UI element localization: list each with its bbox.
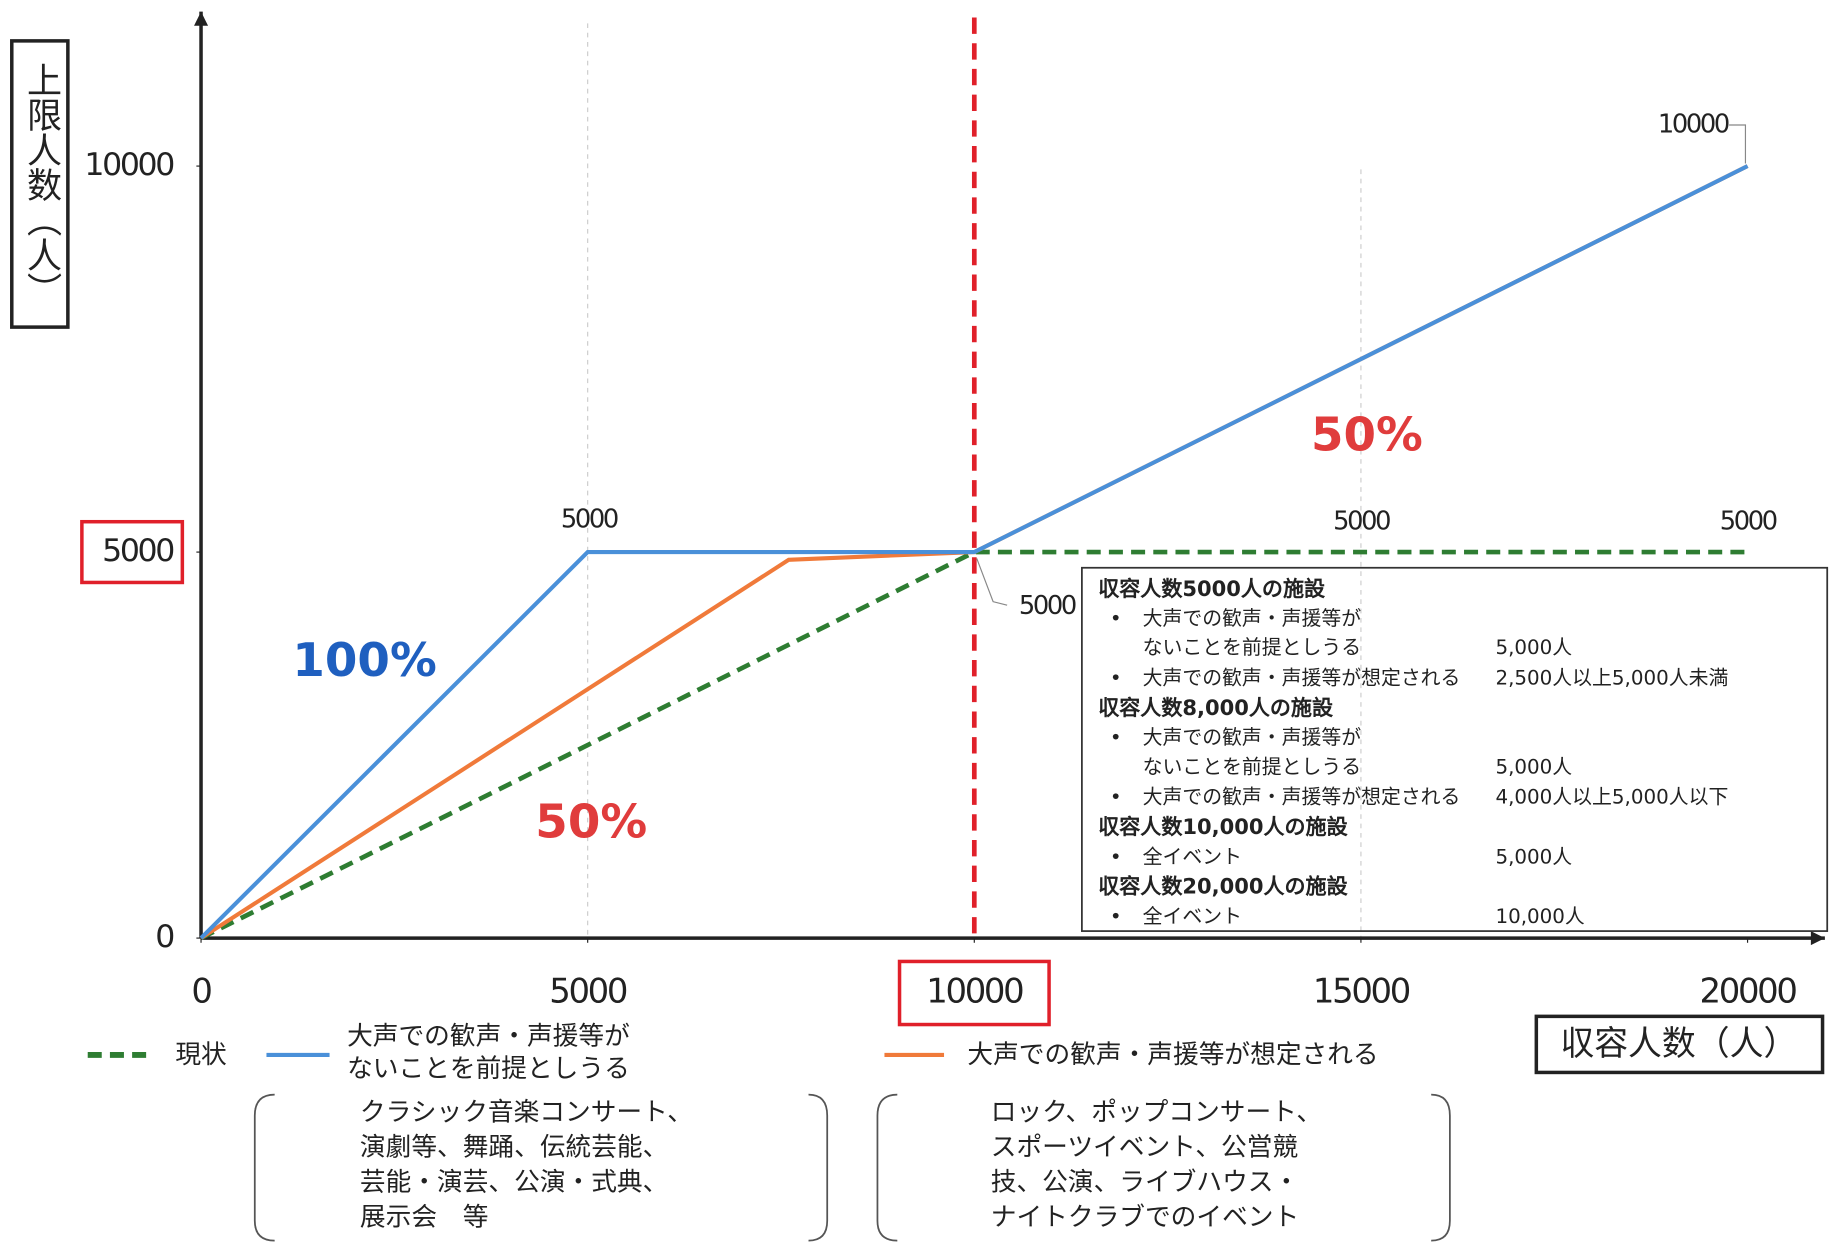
leader-line bbox=[1729, 124, 1747, 164]
info-label-text: 大声での歓声・声援等が bbox=[1142, 606, 1362, 631]
annotation: 5000 bbox=[1720, 507, 1777, 537]
x-title-box bbox=[1534, 1014, 1825, 1075]
legend-label-wrap: 大声での歓声・声援等が想定される bbox=[967, 1040, 1379, 1071]
genre-wrap: クラシック音楽コンサート、演劇等、舞踊、伝統芸能、芸能・演芸、公演・式典、展示会… bbox=[360, 1096, 804, 1236]
info-label-text: 大声での歓声・声援等が想定される bbox=[1142, 785, 1461, 810]
x-axis-arrow bbox=[1810, 931, 1825, 946]
plot: 0 5000 10000 15000 20000 0 5000 10000 5000 5000 50… bbox=[80, 11, 1825, 1085]
info-box: 収容人数5000人の施設 • 大声での歓声・声援等が ないことを前提としうる 5,000… bbox=[1082, 568, 1827, 930]
info-label-line: • 大声での歓声・声援等が bbox=[1110, 724, 1496, 754]
annotation: 50% bbox=[535, 795, 647, 849]
genre-line: 展示会 等 bbox=[359, 1203, 489, 1233]
legend-label-wrap: 大声での歓声・声援等がないことを前提としうる bbox=[347, 1022, 630, 1085]
bullet: • bbox=[1109, 845, 1122, 869]
info-label-line: ないことを前提としうる bbox=[1110, 634, 1496, 664]
y-title-wrap: 上限人数（人） bbox=[19, 61, 61, 307]
bullet: • bbox=[1109, 606, 1122, 631]
tick-highlight bbox=[80, 519, 185, 585]
info-value: 10,000人 bbox=[1495, 904, 1585, 929]
y-tick-label: 10000 bbox=[84, 147, 173, 183]
y-axis-title: 上限人数（人） bbox=[19, 61, 61, 307]
y-tick-label: 5000 bbox=[102, 533, 173, 569]
annotation: 5000 bbox=[1333, 507, 1390, 537]
y-title-box bbox=[10, 39, 70, 329]
genre-line: ナイトクラブでのイベント bbox=[990, 1203, 1300, 1233]
info-label-line: • 大声での歓声・声援等が bbox=[1110, 605, 1496, 635]
series-line bbox=[199, 549, 1748, 941]
info-heading: 収容人数5000人の施設 bbox=[1098, 577, 1326, 602]
info-value: 5,000人 bbox=[1495, 636, 1573, 661]
genre-line: 芸能・演芸、公演・式典、 bbox=[359, 1168, 669, 1198]
legend-label: 現状 bbox=[175, 1040, 227, 1071]
info-value: 5,000人 bbox=[1495, 845, 1573, 869]
x-tick-label: 0 bbox=[191, 971, 211, 1010]
info-heading: 収容人数20,000人の施設 bbox=[1098, 875, 1348, 900]
x-tick-label: 10000 bbox=[926, 971, 1023, 1010]
info-label: • 全イベント bbox=[1098, 902, 1495, 929]
genre-line: 演劇等、舞踊、伝統芸能、 bbox=[359, 1133, 669, 1163]
x-tick-label: 5000 bbox=[549, 971, 627, 1010]
info-label: • 大声での歓声・声援等が ないことを前提としうる bbox=[1098, 724, 1495, 784]
info-label-line: • 全イベント bbox=[1110, 843, 1496, 873]
x-tick-label: 15000 bbox=[1313, 971, 1410, 1010]
info-label-text: 全イベント bbox=[1142, 845, 1242, 869]
genre-line: クラシック音楽コンサート、 bbox=[359, 1098, 694, 1128]
bracket bbox=[876, 1093, 1451, 1242]
genre-wrap: ロック、ポップコンサート、スポーツイベント、公営競技、公演、ライブハウス・ナイト… bbox=[991, 1096, 1435, 1236]
info-label-line: • 大声での歓声・声援等が想定される bbox=[1110, 783, 1496, 813]
info-label-line: • 全イベント bbox=[1110, 902, 1496, 929]
series-line bbox=[199, 164, 1749, 940]
annotation: 5000 bbox=[561, 504, 618, 534]
annotation: 10000 bbox=[1658, 110, 1729, 140]
info-row: • 全イベント 10,000人 bbox=[1098, 902, 1827, 929]
bracket bbox=[253, 1093, 829, 1242]
info-row: • 全イベント 5,000人 bbox=[1098, 843, 1827, 873]
y-axis-arrow bbox=[194, 11, 209, 26]
legend-label: 大声での歓声・声援等が想定される bbox=[967, 1040, 1379, 1071]
legend-label: 大声での歓声・声援等がないことを前提としうる bbox=[347, 1022, 630, 1085]
info-label: • 大声での歓声・声援等が想定される bbox=[1098, 664, 1495, 694]
info-box-border bbox=[1081, 566, 1829, 932]
genre-box: クラシック音楽コンサート、 演劇等、舞踊、伝統芸能、 芸能・演芸、公演・式典、 展示会… bbox=[360, 1096, 804, 1236]
info-row: • 大声での歓声・声援等が ないことを前提としうる 5,000人 bbox=[1098, 605, 1827, 665]
info-heading: 収容人数10,000人の施設 bbox=[1098, 815, 1348, 840]
genre-line: ロック、ポップコンサート、 bbox=[990, 1098, 1323, 1128]
info-label: • 大声での歓声・声援等が想定される bbox=[1098, 783, 1495, 813]
info-value: 5,000人 bbox=[1495, 755, 1573, 780]
genre-line: 技、公演、ライブハウス・ bbox=[990, 1168, 1300, 1198]
genre-box: ロック、ポップコンサート、 スポーツイベント、公営競 技、公演、ライブハウス・ ナイト… bbox=[991, 1096, 1435, 1236]
annotation: 5000 bbox=[1019, 591, 1076, 621]
info-label-line: ないことを前提としうる bbox=[1110, 754, 1496, 784]
info-label-text: 大声での歓声・声援等が bbox=[1142, 726, 1362, 750]
info-label: • 大声での歓声・声援等が ないことを前提としうる bbox=[1098, 605, 1495, 665]
info-label-text: 全イベント bbox=[1142, 904, 1242, 929]
info-heading: 収容人数8,000人の施設 bbox=[1098, 696, 1333, 721]
info-label-text: ないことを前提としうる bbox=[1142, 636, 1362, 661]
bullet: • bbox=[1109, 666, 1122, 690]
bullet: • bbox=[1109, 726, 1122, 750]
x-tick-label: 20000 bbox=[1700, 971, 1797, 1010]
info-label-text: ないことを前提としうる bbox=[1142, 755, 1362, 780]
legend-label-wrap: 現状 bbox=[175, 1040, 227, 1071]
info-row: • 大声での歓声・声援等が ないことを前提としうる 5,000人 bbox=[1098, 724, 1827, 784]
info-box-wrap: 収容人数5000人の施設 • 大声での歓声・声援等がないことを前提としうる 5,000… bbox=[1082, 568, 1827, 930]
x-axis-title: 収容人数（人） bbox=[1560, 1024, 1797, 1063]
annotation: 100% bbox=[292, 634, 436, 688]
genre-line: スポーツイベント、公営競 bbox=[990, 1133, 1299, 1163]
info-label-line: • 大声での歓声・声援等が想定される bbox=[1110, 664, 1496, 694]
leader-line bbox=[976, 558, 1008, 606]
bullet: • bbox=[1109, 785, 1122, 810]
info-row: • 大声での歓声・声援等が想定される 2,500人以上5,000人未満 bbox=[1098, 664, 1827, 694]
annotation: 50% bbox=[1311, 409, 1423, 463]
info-row: • 大声での歓声・声援等が想定される 4,000人以上5,000人以下 bbox=[1098, 783, 1827, 813]
y-tick-label: 0 bbox=[155, 919, 173, 955]
tick-highlight bbox=[897, 959, 1051, 1027]
bullet: • bbox=[1109, 904, 1122, 929]
info-label-text: 大声での歓声・声援等が想定される bbox=[1142, 666, 1461, 690]
info-label: • 全イベント bbox=[1098, 843, 1495, 873]
info-value: 4,000人以上5,000人以下 bbox=[1495, 785, 1729, 810]
info-value: 2,500人以上5,000人未満 bbox=[1495, 666, 1729, 690]
